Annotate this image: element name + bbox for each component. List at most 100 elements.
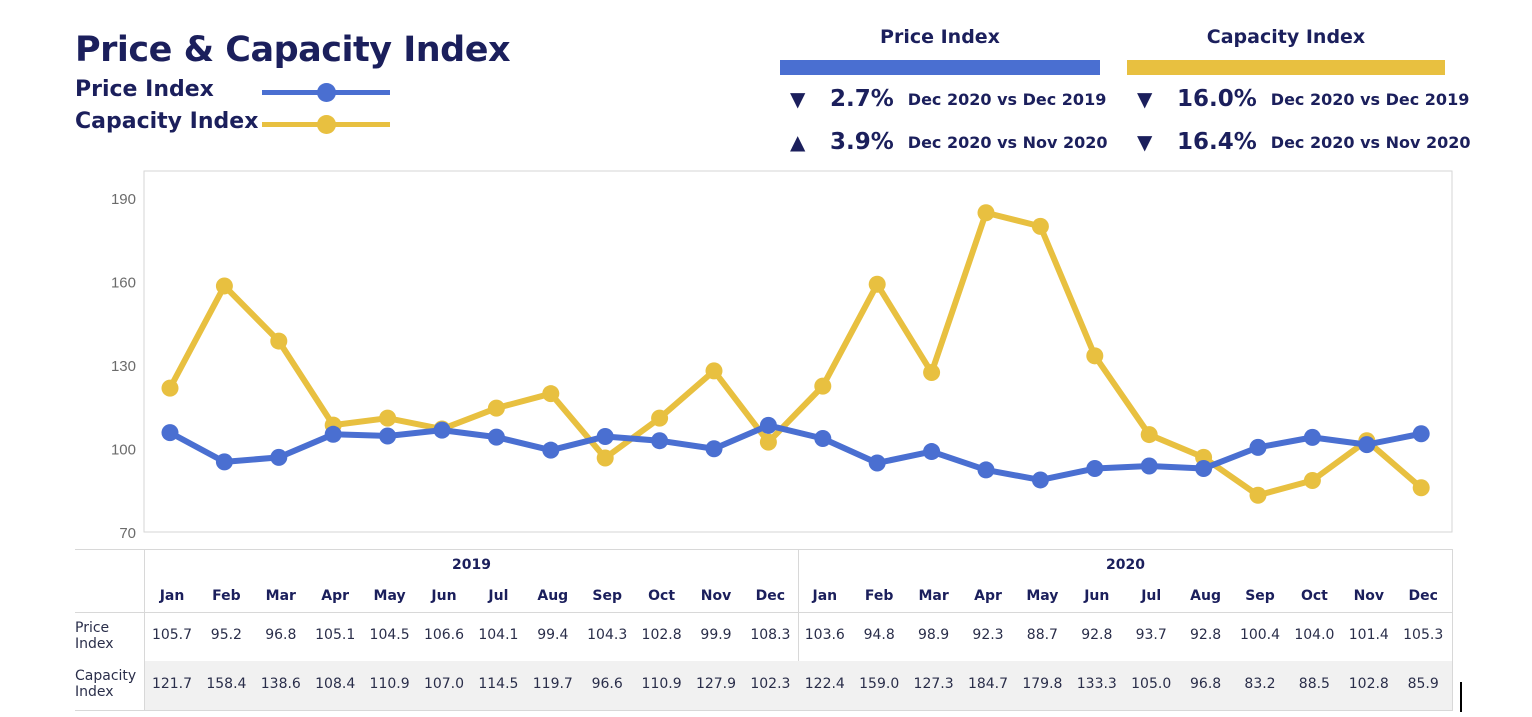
table-cell: 133.3 — [1076, 676, 1117, 692]
data-point-price — [1412, 425, 1430, 443]
kpi-description: Dec 2020 vs Nov 2020 — [1270, 132, 1471, 152]
table-cell: 102.8 — [1348, 676, 1389, 692]
month-header: Aug — [1190, 588, 1221, 604]
data-point-price — [1303, 428, 1321, 446]
table-cell: 119.7 — [532, 676, 573, 692]
kpi-capacity-row-mom: ▼ 16.4% Dec 2020 vs Nov 2020 — [1137, 129, 1471, 155]
table-cell: 99.9 — [700, 627, 732, 643]
data-point-capacity — [487, 399, 505, 417]
month-header: Oct — [1300, 588, 1328, 604]
table-cell: 94.8 — [863, 627, 895, 643]
data-point-capacity — [215, 277, 233, 295]
table-cell: 96.6 — [591, 676, 623, 692]
table-cell: 122.4 — [804, 676, 845, 692]
kpi-price-header: Price Index — [880, 26, 1000, 48]
y-tick-label: 70 — [119, 525, 136, 540]
data-point-capacity — [651, 409, 669, 427]
month-header: Jun — [1084, 588, 1110, 604]
kpi-value: 16.0% — [1177, 86, 1257, 112]
data-point-capacity — [705, 362, 723, 380]
legend-price-label: Price Index — [75, 77, 214, 102]
legend-capacity: Capacity Index — [75, 109, 258, 134]
table-cell: 184.7 — [967, 676, 1009, 692]
kpi-value: 3.9% — [830, 129, 894, 155]
table-cell: 127.3 — [913, 676, 954, 692]
table-cell: 105.0 — [1131, 676, 1172, 692]
legend-capacity-marker — [317, 115, 336, 134]
table-cell: 179.8 — [1022, 676, 1063, 692]
table-cell: 103.6 — [804, 627, 845, 643]
kpi-capacity-bar — [1127, 60, 1445, 75]
kpi-price-bar — [780, 60, 1100, 75]
data-point-capacity — [596, 449, 614, 467]
month-header: Jan — [159, 588, 185, 604]
legend-capacity-label: Capacity Index — [75, 109, 259, 134]
table-cell: 105.1 — [315, 627, 356, 643]
data-point-price — [1031, 471, 1049, 489]
data-point-capacity — [923, 364, 941, 382]
kpi-description: Dec 2020 vs Dec 2019 — [1270, 89, 1470, 109]
table-cell: 85.9 — [1407, 676, 1439, 692]
data-point-capacity — [1086, 347, 1104, 365]
triangle-down-icon: ▼ — [1137, 87, 1153, 111]
table-cell: 96.8 — [265, 627, 297, 643]
table-row-shade — [145, 661, 1452, 710]
data-point-capacity — [542, 385, 560, 403]
month-header: Sep — [592, 588, 622, 604]
table-cell: 127.9 — [695, 676, 737, 692]
table-cell: 138.6 — [260, 676, 301, 692]
month-header: Dec — [755, 588, 786, 604]
table-cell: 98.9 — [918, 627, 950, 643]
y-tick-label: 160 — [111, 275, 136, 292]
plot-frame — [143, 170, 1453, 533]
y-tick-label: 130 — [111, 358, 136, 375]
table-cell: 106.6 — [423, 627, 465, 643]
table-cell: 110.9 — [369, 676, 410, 692]
month-header: Nov — [1353, 588, 1385, 604]
triangle-up-icon: ▲ — [790, 130, 806, 154]
data-point-capacity — [270, 332, 288, 350]
kpi-description: Dec 2020 vs Nov 2020 — [907, 132, 1108, 152]
month-header: Feb — [864, 588, 894, 604]
page-title: Price & Capacity Index — [75, 30, 511, 70]
table-cell: 104.3 — [587, 627, 628, 643]
data-point-capacity — [1249, 486, 1267, 504]
data-point-price — [433, 421, 451, 439]
data-point-capacity — [1412, 479, 1430, 497]
year-header-2019: 2019 — [452, 557, 491, 573]
month-header: Jan — [812, 588, 838, 604]
data-point-price — [487, 428, 505, 446]
row-label-capacity: Capacity Index — [75, 668, 137, 700]
table-header-rule — [75, 612, 1453, 613]
month-header: Apr — [974, 588, 1002, 604]
kpi-price-row-mom: ▲ 3.9% Dec 2020 vs Nov 2020 — [790, 129, 1108, 155]
data-point-capacity — [1140, 426, 1158, 444]
month-header: Jul — [1141, 588, 1162, 604]
month-header: May — [1026, 588, 1059, 604]
month-header: Apr — [321, 588, 350, 604]
legend-price: Price Index — [75, 77, 214, 102]
data-point-price — [923, 443, 941, 461]
month-header: Oct — [648, 588, 676, 604]
table-right-rule — [1452, 549, 1453, 711]
month-header: May — [373, 588, 406, 604]
data-point-price — [161, 424, 179, 442]
table-cell: 104.0 — [1294, 627, 1335, 643]
month-header: Mar — [265, 588, 296, 604]
table-cell: 88.5 — [1298, 676, 1330, 692]
month-header: Aug — [537, 588, 569, 604]
table-cell: 93.7 — [1135, 627, 1167, 643]
month-header: Jun — [431, 588, 457, 604]
data-point-price — [868, 454, 886, 472]
data-point-price — [759, 416, 777, 434]
table-cell: 102.3 — [750, 676, 791, 692]
data-point-capacity — [814, 377, 832, 395]
data-point-price — [596, 428, 614, 446]
kpi-value: 16.4% — [1177, 129, 1257, 155]
data-point-price — [215, 453, 233, 471]
table-cell: 158.4 — [206, 676, 247, 692]
month-header: Nov — [700, 588, 732, 604]
table-cell: 100.4 — [1239, 627, 1281, 643]
series-line-price — [168, 422, 1422, 483]
data-point-price — [977, 461, 995, 479]
